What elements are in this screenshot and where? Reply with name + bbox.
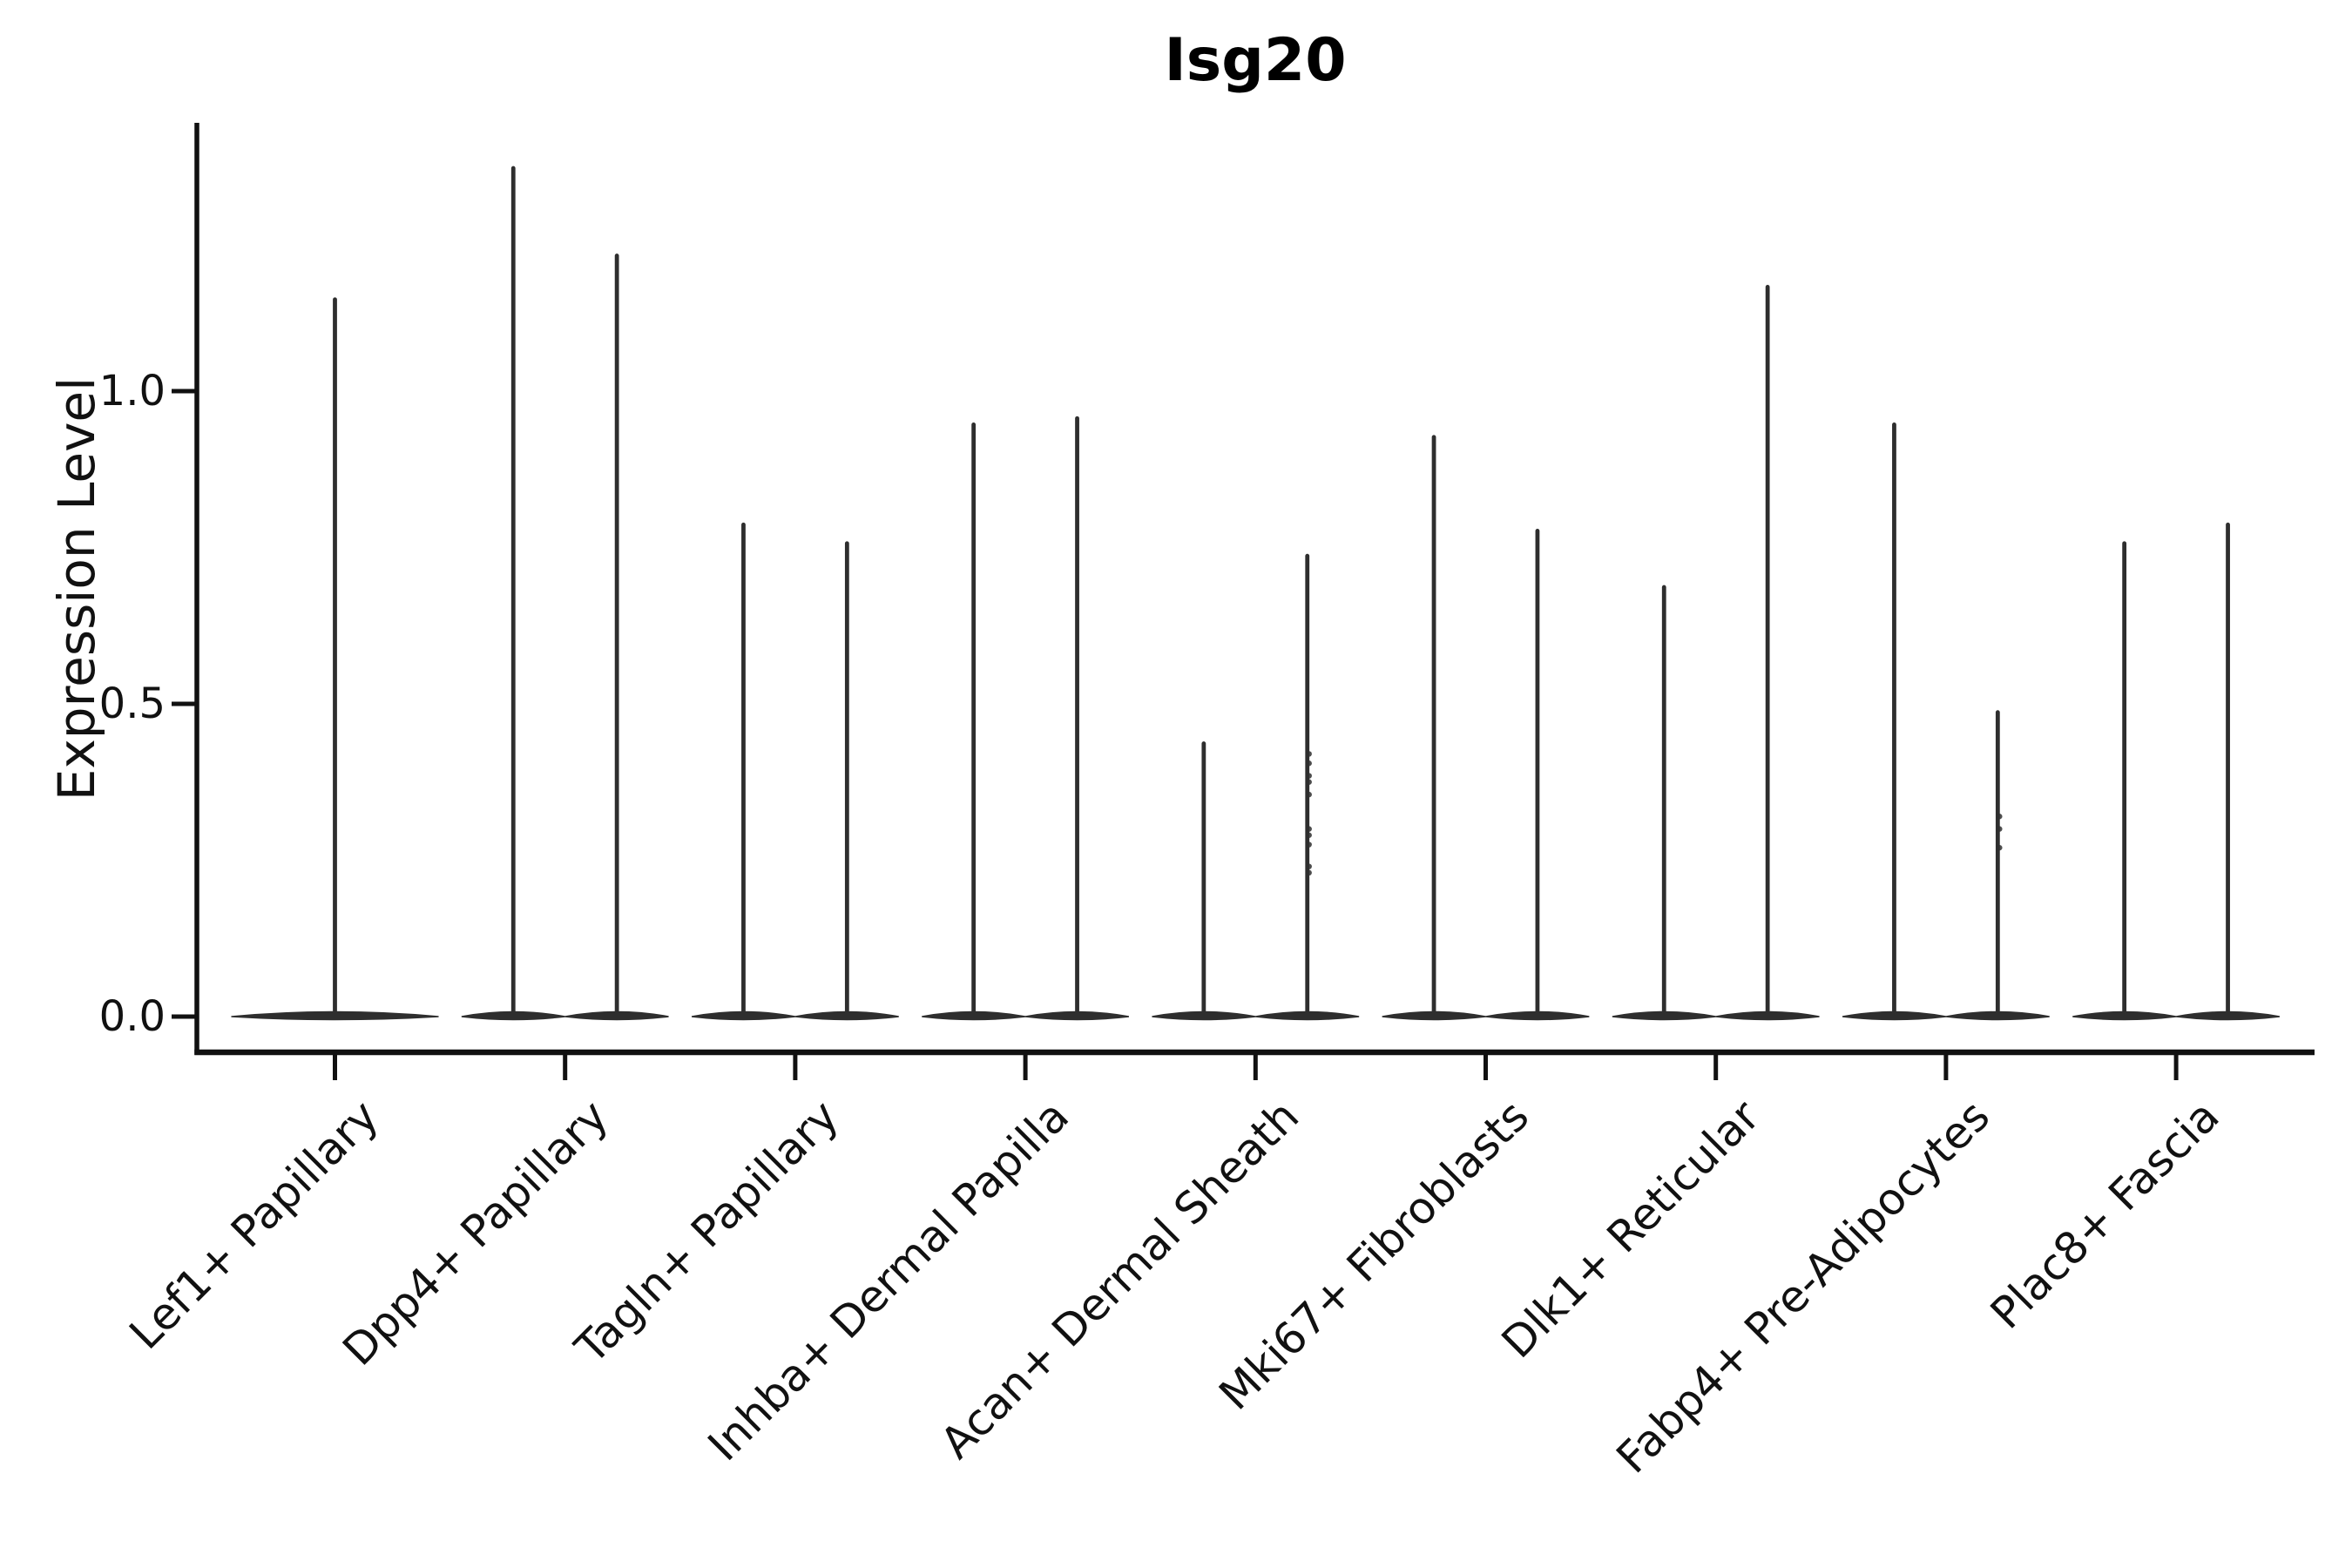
expression-point — [1306, 760, 1312, 767]
expression-point — [1306, 863, 1312, 869]
expression-point — [1306, 826, 1312, 832]
expression-point — [1306, 841, 1312, 848]
expression-point — [1306, 791, 1312, 798]
expression-point — [1306, 779, 1312, 785]
expression-point — [1306, 773, 1312, 779]
y-tick-label: 0.0 — [98, 992, 166, 1041]
expression-point — [1997, 826, 2003, 832]
expression-point — [1997, 844, 2003, 851]
expression-point — [1306, 832, 1312, 838]
y-tick-label: 0.5 — [98, 679, 166, 728]
expression-point — [1997, 814, 2003, 820]
expression-point — [1306, 751, 1312, 757]
expression-point — [1306, 869, 1312, 876]
chart-title: Isg20 — [1164, 26, 1347, 95]
y-tick-label: 1.0 — [98, 367, 166, 416]
